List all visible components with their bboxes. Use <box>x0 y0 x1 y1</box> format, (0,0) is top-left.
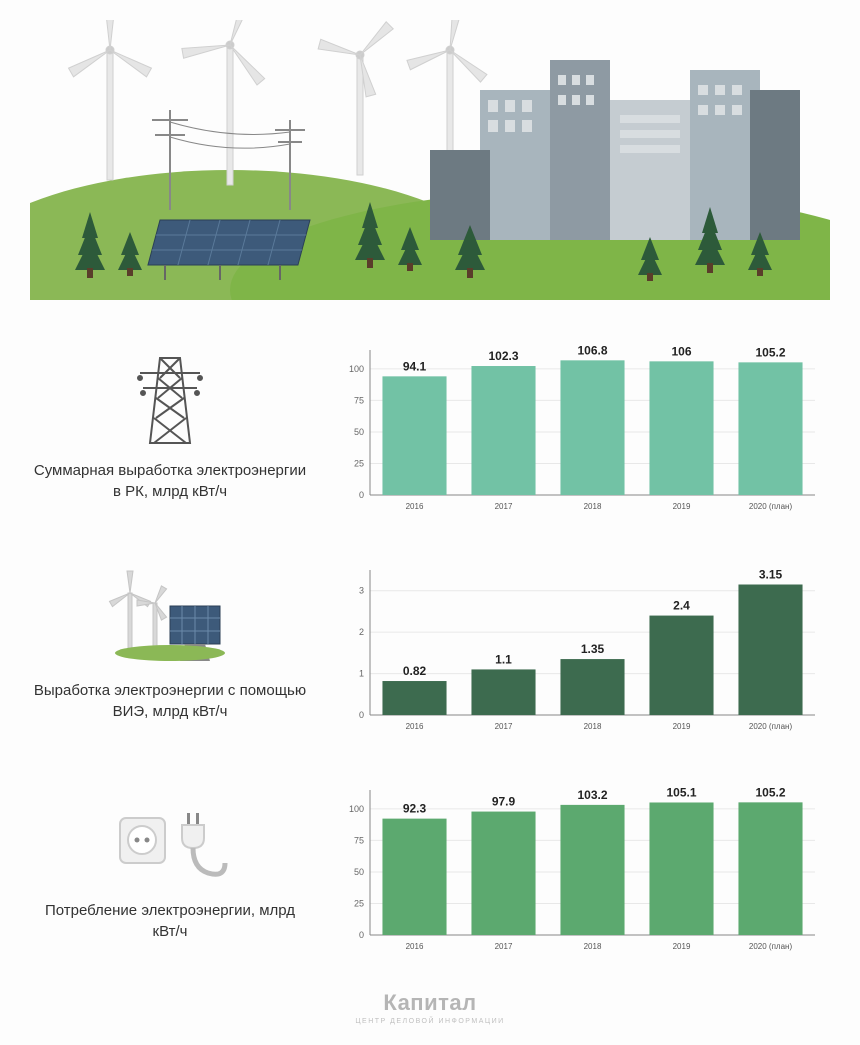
svg-text:25: 25 <box>354 458 364 468</box>
svg-text:75: 75 <box>354 395 364 405</box>
svg-text:2.4: 2.4 <box>673 599 690 613</box>
svg-text:2018: 2018 <box>584 502 602 511</box>
chart-row-3: Потребление электроэнергии, млрд кВт/ч 0… <box>30 770 830 960</box>
svg-text:100: 100 <box>349 804 364 814</box>
chart-row-1: Суммарная выработка электроэнергии в РК,… <box>30 330 830 520</box>
chart-icon-1 <box>125 348 215 448</box>
footer: Капитал ЦЕНТР ДЕЛОВОЙ ИНФОРМАЦИИ <box>30 990 830 1025</box>
svg-text:3.15: 3.15 <box>759 568 783 582</box>
svg-text:3: 3 <box>359 586 364 596</box>
svg-text:2: 2 <box>359 627 364 637</box>
brand-subtitle: ЦЕНТР ДЕЛОВОЙ ИНФОРМАЦИИ <box>30 1018 830 1025</box>
chart-icon-2 <box>105 568 235 668</box>
svg-text:0: 0 <box>359 490 364 500</box>
svg-text:0: 0 <box>359 930 364 940</box>
svg-text:92.3: 92.3 <box>403 802 427 816</box>
svg-text:75: 75 <box>354 835 364 845</box>
brand-name: Капитал <box>30 990 830 1016</box>
svg-text:103.2: 103.2 <box>577 788 607 802</box>
svg-text:105.1: 105.1 <box>666 785 696 799</box>
svg-text:97.9: 97.9 <box>492 795 516 809</box>
chart-left-2: Выработка электроэнергии с помощью ВИЭ, … <box>30 568 310 722</box>
svg-text:0: 0 <box>359 710 364 720</box>
svg-text:2016: 2016 <box>406 502 424 511</box>
chart-left-3: Потребление электроэнергии, млрд кВт/ч <box>30 788 310 942</box>
svg-text:50: 50 <box>354 427 364 437</box>
plug-icon <box>105 793 235 883</box>
svg-text:102.3: 102.3 <box>488 349 518 363</box>
svg-text:105.2: 105.2 <box>755 785 785 799</box>
chart-row-2: Выработка электроэнергии с помощью ВИЭ, … <box>30 550 830 740</box>
svg-text:94.1: 94.1 <box>403 359 427 373</box>
svg-text:2018: 2018 <box>584 722 602 731</box>
svg-text:2020 (план): 2020 (план) <box>749 722 793 731</box>
svg-text:106: 106 <box>671 344 691 358</box>
pylon-icon <box>125 348 215 448</box>
svg-text:25: 25 <box>354 898 364 908</box>
renewable-icon <box>105 568 235 668</box>
svg-text:2020 (план): 2020 (план) <box>749 942 793 951</box>
svg-text:2017: 2017 <box>495 942 513 951</box>
svg-text:1.35: 1.35 <box>581 642 605 656</box>
svg-text:2019: 2019 <box>673 502 691 511</box>
hero-illustration <box>30 20 830 300</box>
svg-text:2018: 2018 <box>584 942 602 951</box>
svg-text:106.8: 106.8 <box>577 343 607 357</box>
chart-caption-1: Суммарная выработка электроэнергии в РК,… <box>30 460 310 502</box>
svg-text:1.1: 1.1 <box>495 652 512 666</box>
hero-svg <box>30 20 830 300</box>
chart-caption-2: Выработка электроэнергии с помощью ВИЭ, … <box>30 680 310 722</box>
svg-text:2020 (план): 2020 (план) <box>749 502 793 511</box>
svg-text:2019: 2019 <box>673 722 691 731</box>
svg-text:2019: 2019 <box>673 942 691 951</box>
svg-text:0.82: 0.82 <box>403 664 427 678</box>
bar-chart-2: 0 1 2 3 0.82 2016 1.1 2017 1.35 2018 2.4 2019 3.15 20… <box>330 550 830 740</box>
svg-text:2016: 2016 <box>406 942 424 951</box>
bar-chart-3: 0 25 50 75 100 92.3 2016 97.9 2017 103.2 2018 105.1… <box>330 770 830 960</box>
bar-chart-1: 0 25 50 75 100 94.1 2016 102.3 2017 106.8 2018 106 2… <box>330 330 830 520</box>
svg-text:105.2: 105.2 <box>755 345 785 359</box>
chart-left-1: Суммарная выработка электроэнергии в РК,… <box>30 348 310 502</box>
svg-text:2017: 2017 <box>495 722 513 731</box>
svg-text:1: 1 <box>359 669 364 679</box>
svg-text:100: 100 <box>349 364 364 374</box>
chart-caption-3: Потребление электроэнергии, млрд кВт/ч <box>30 900 310 942</box>
svg-text:2016: 2016 <box>406 722 424 731</box>
svg-text:2017: 2017 <box>495 502 513 511</box>
svg-text:50: 50 <box>354 867 364 877</box>
chart-icon-3 <box>105 788 235 888</box>
